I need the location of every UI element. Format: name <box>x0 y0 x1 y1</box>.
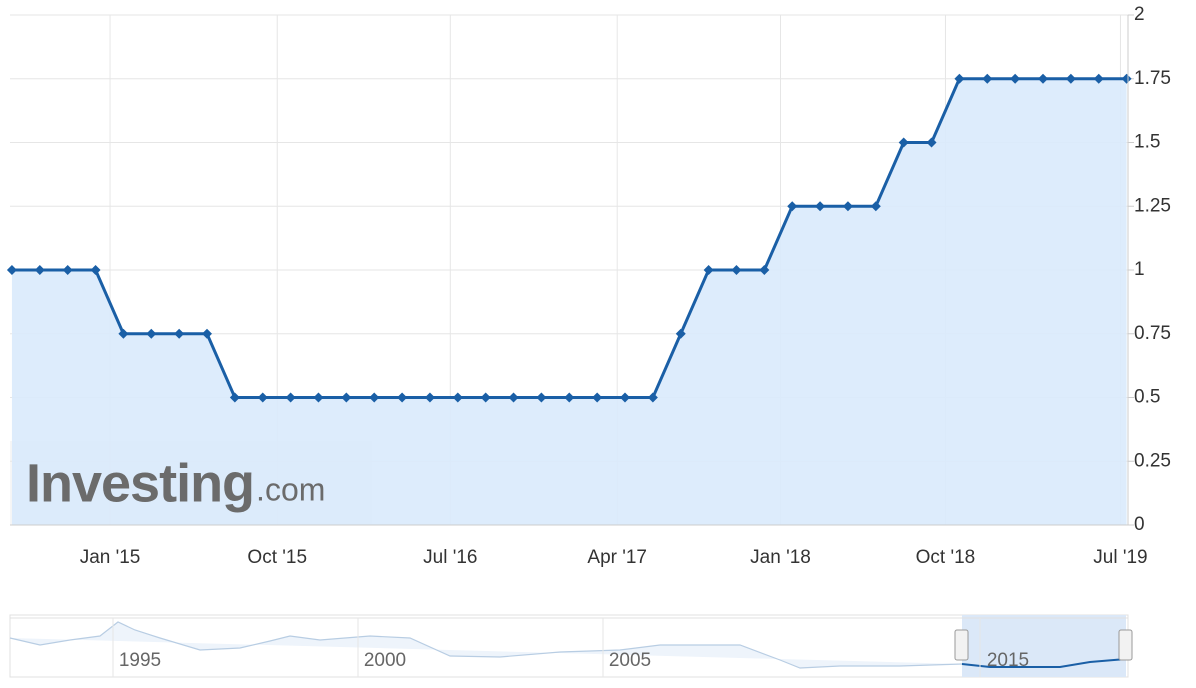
navigator-selected-series <box>961 658 1127 668</box>
navigator-series <box>9 621 963 669</box>
marker <box>898 137 909 148</box>
x-tick-label: Apr '17 <box>587 547 647 568</box>
marker <box>285 392 296 403</box>
x-tick-label: Oct '18 <box>916 547 976 568</box>
y-tick-label: 1.75 <box>1134 68 1171 89</box>
marker <box>536 392 547 403</box>
marker <box>257 392 268 403</box>
marker <box>424 392 435 403</box>
marker <box>229 392 240 403</box>
y-tick-label: 0.25 <box>1134 450 1171 471</box>
marker <box>675 328 686 339</box>
navigator-handle[interactable] <box>954 629 969 661</box>
marker <box>815 201 826 212</box>
navigator-label: 2015 <box>987 650 1029 671</box>
marker <box>62 265 73 275</box>
navigator-label: 2005 <box>609 650 651 671</box>
marker <box>146 328 157 339</box>
marker <box>313 392 324 403</box>
x-tick-label: Jul '16 <box>423 547 477 568</box>
marker <box>620 392 631 403</box>
marker <box>564 392 575 403</box>
y-tick-label: 2 <box>1134 4 1145 25</box>
marker <box>647 392 658 403</box>
navigator[interactable]: 1995 2000 2005 2015 <box>9 614 1133 678</box>
marker <box>369 392 380 403</box>
marker <box>341 392 352 403</box>
y-tick-label: 1 <box>1134 259 1145 280</box>
y-tick-label: 0 <box>1134 514 1145 535</box>
watermark-text: .com <box>256 471 325 507</box>
marker <box>982 73 993 84</box>
marker <box>1065 73 1076 84</box>
marker <box>174 328 185 339</box>
marker <box>1121 73 1132 84</box>
marker <box>6 265 17 275</box>
y-tick-label: 1.25 <box>1134 195 1171 216</box>
marker <box>870 201 881 212</box>
marker <box>954 73 965 84</box>
marker <box>118 328 129 339</box>
x-tick-label: Jan '18 <box>750 547 811 568</box>
marker <box>1093 73 1104 84</box>
marker <box>926 137 937 148</box>
marker <box>90 265 101 275</box>
marker <box>787 201 798 212</box>
y-tick-label: 1.5 <box>1134 132 1160 153</box>
y-tick-label: 0.5 <box>1134 387 1160 408</box>
area-fill <box>11 78 1127 525</box>
marker <box>592 392 603 403</box>
navigator-label: 1995 <box>119 650 161 671</box>
marker <box>703 265 714 275</box>
marker <box>452 392 463 403</box>
watermark-text: Investing <box>26 453 254 513</box>
marker <box>397 392 408 403</box>
marker <box>508 392 519 403</box>
navigator-handle[interactable] <box>1118 629 1133 661</box>
y-tick-label: 0.75 <box>1134 323 1171 344</box>
marker <box>1010 73 1021 84</box>
marker <box>1038 73 1049 84</box>
x-tick-label: Oct '15 <box>247 547 307 568</box>
x-tick-label: Jul '19 <box>1093 547 1147 568</box>
marker <box>202 328 213 339</box>
marker <box>842 201 853 212</box>
navigator-label: 2000 <box>364 650 406 671</box>
marker <box>34 265 45 275</box>
marker <box>731 265 742 275</box>
marker <box>480 392 491 403</box>
x-tick-label: Jan '15 <box>80 547 141 568</box>
marker <box>759 265 770 275</box>
plot-area: 0 0.25 0.5 0.75 1 1.25 1.5 1.75 2 Jan '15 Oct '15 J… <box>6 4 1171 568</box>
